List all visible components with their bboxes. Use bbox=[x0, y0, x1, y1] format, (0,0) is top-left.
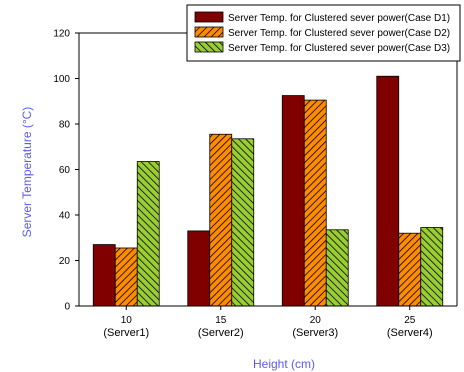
y-tick-label: 60 bbox=[59, 165, 71, 176]
y-axis-title: Server Temperature (°C) bbox=[20, 107, 34, 238]
x-axis-title: Height (cm) bbox=[253, 357, 315, 371]
legend-box bbox=[186, 4, 461, 62]
y-tick-label: 80 bbox=[59, 120, 71, 131]
x-tick-label: 20 bbox=[310, 315, 322, 326]
legend-swatch bbox=[194, 11, 224, 23]
bar-series1-cat3 bbox=[281, 95, 305, 307]
x-category-label: (Server4) bbox=[387, 327, 433, 339]
bar-series2-cat1 bbox=[114, 247, 138, 307]
bar-series2-cat4 bbox=[398, 232, 422, 307]
bar-series3-cat4 bbox=[420, 227, 444, 307]
y-tick-label: 40 bbox=[59, 211, 71, 222]
legend-label: Server Temp. for Clustered sever power(C… bbox=[228, 43, 450, 54]
x-tick-label: 15 bbox=[215, 315, 227, 326]
bar-series3-cat2 bbox=[231, 138, 255, 307]
x-tick-label: 10 bbox=[121, 315, 133, 326]
y-tick-label: 100 bbox=[53, 74, 70, 85]
bars-group bbox=[92, 75, 444, 307]
y-tick-label: 20 bbox=[59, 256, 71, 267]
bar-series3-cat3 bbox=[325, 229, 349, 307]
bar-series1-cat1 bbox=[92, 244, 116, 307]
bar-series2-cat2 bbox=[209, 133, 233, 307]
x-category-label: (Server2) bbox=[198, 327, 244, 339]
legend: Server Temp. for Clustered sever power(C… bbox=[186, 4, 461, 62]
bar-series1-cat2 bbox=[187, 230, 211, 307]
y-tick-label: 0 bbox=[64, 302, 70, 313]
legend-swatch bbox=[194, 41, 224, 53]
x-tick-label: 25 bbox=[404, 315, 416, 326]
x-axis: 10(Server1) 15(Server2) 20(Server3) 25(Serv… bbox=[79, 305, 457, 339]
x-category-label: (Server3) bbox=[292, 327, 338, 339]
legend-label: Server Temp. for Clustered sever power(C… bbox=[228, 13, 450, 24]
x-category-label: (Server1) bbox=[103, 327, 149, 339]
legend-label: Server Temp. for Clustered sever power(C… bbox=[228, 28, 450, 39]
legend-swatch bbox=[194, 26, 224, 38]
bar-series3-cat1 bbox=[136, 161, 160, 307]
y-tick-label: 120 bbox=[53, 29, 70, 40]
bar-series2-cat3 bbox=[303, 99, 327, 307]
bar-series1-cat4 bbox=[376, 75, 400, 307]
